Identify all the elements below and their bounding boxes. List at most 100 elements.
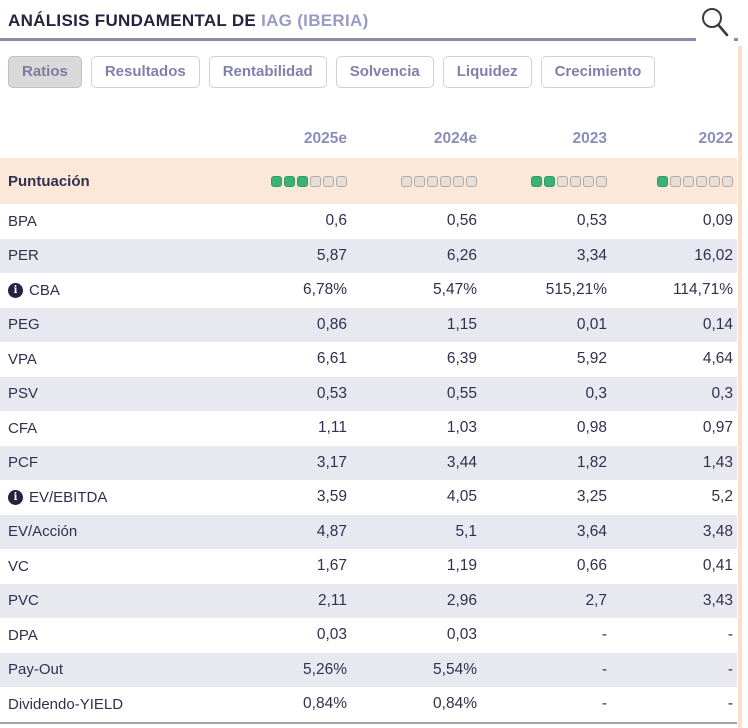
- row-label-cell: VC: [0, 558, 217, 575]
- row-label-cell: Dividendo-YIELD: [0, 696, 217, 713]
- page-header: ANÁLISIS FUNDAMENTAL DE IAG (IBERIA): [0, 0, 738, 41]
- cell-value: 0,84%: [303, 695, 347, 713]
- cell-value: 3,64: [576, 522, 607, 540]
- tab-solvencia[interactable]: Solvencia: [335, 56, 434, 88]
- score-indicator-2023: [477, 175, 607, 187]
- score-square-filled: [271, 175, 282, 187]
- score-square-empty: [709, 175, 720, 187]
- row-label: PER: [8, 247, 39, 265]
- row-label: BPA: [8, 212, 37, 230]
- cell-value: 0,03: [316, 626, 347, 644]
- cell-value: 515,21%: [545, 281, 607, 299]
- table-row: PER 5,87 6,26 3,34 16,02: [0, 238, 737, 273]
- score-square-filled: [544, 175, 555, 187]
- cell-value: 6,26: [446, 246, 477, 264]
- cell-value: 6,61: [316, 350, 347, 368]
- cell-value: 3,34: [576, 246, 607, 264]
- cell-value: 0,84%: [433, 695, 477, 713]
- table-row: PVC 2,11 2,96 2,7 3,43: [0, 583, 737, 618]
- row-label-cell: Pay-Out: [0, 661, 217, 678]
- cell-value: 3,25: [576, 488, 607, 506]
- row-label-cell: i EV/EBITDA: [0, 489, 217, 506]
- cell-value: 0,53: [576, 212, 607, 230]
- row-label: CBA: [29, 281, 60, 299]
- cell-value: 2,11: [317, 591, 347, 609]
- row-label: Dividendo-YIELD: [8, 695, 124, 713]
- cell-value: 2,7: [585, 591, 607, 609]
- cell-value: 0,55: [446, 384, 477, 402]
- score-square-empty: [696, 175, 707, 187]
- row-label: Pay-Out: [8, 661, 64, 679]
- row-label: PVC: [8, 592, 39, 610]
- score-row: Puntuación: [0, 158, 737, 204]
- cell-value: -: [601, 660, 607, 678]
- column-header-year: 2022: [698, 130, 733, 147]
- cell-value: 3,44: [446, 453, 477, 471]
- table-header-row: 2025e 2024e 2023 2022: [0, 115, 737, 158]
- ratios-table: 2025e 2024e 2023 2022 Puntuación BPA 0,6 0,56 0,…: [0, 115, 737, 724]
- cell-value: -: [727, 695, 733, 713]
- cell-value: 5,2: [711, 488, 733, 506]
- score-indicator-2024e: [347, 175, 477, 187]
- cell-value: -: [601, 695, 607, 713]
- cell-value: 5,92: [576, 350, 607, 368]
- score-square-empty: [596, 175, 607, 187]
- cell-value: 1,19: [446, 557, 477, 575]
- score-indicator-2025e: [217, 175, 347, 187]
- score-square-filled: [297, 175, 308, 187]
- score-square-empty: [670, 175, 681, 187]
- score-square-empty: [427, 175, 438, 187]
- table-row: Dividendo-YIELD 0,84% 0,84% - -: [0, 687, 737, 722]
- cell-value: 4,05: [446, 488, 477, 506]
- cell-value: 0,98: [576, 419, 607, 437]
- cell-value: 5,47%: [433, 281, 477, 299]
- cell-value: 5,1: [455, 522, 477, 540]
- cell-value: 1,43: [702, 453, 733, 471]
- tab-crecimiento[interactable]: Crecimiento: [540, 56, 656, 88]
- tab-ratios[interactable]: Ratios: [8, 56, 82, 88]
- row-label-cell: PCF: [0, 454, 217, 471]
- row-label-cell: CFA: [0, 420, 217, 437]
- cell-value: 0,03: [446, 626, 477, 644]
- page-title: ANÁLISIS FUNDAMENTAL DE IAG (IBERIA): [8, 9, 369, 33]
- cell-value: 0,41: [702, 557, 733, 575]
- score-square-filled: [284, 175, 295, 187]
- search-icon[interactable]: [696, 3, 734, 41]
- table-row: PEG 0,86 1,15 0,01 0,14: [0, 307, 737, 342]
- row-label: PSV: [8, 385, 39, 403]
- cell-value: 3,48: [702, 522, 733, 540]
- column-header-year: 2023: [572, 130, 607, 147]
- table-row: PSV 0,53 0,55 0,3 0,3: [0, 376, 737, 411]
- row-label: PEG: [8, 316, 40, 334]
- score-row-label: Puntuación: [8, 172, 90, 190]
- tab-bar: Ratios Resultados Rentabilidad Solvencia Liq…: [0, 56, 748, 88]
- info-icon[interactable]: i: [8, 282, 23, 298]
- cell-value: 0,97: [702, 419, 733, 437]
- cell-value: 2,96: [446, 591, 477, 609]
- row-label-cell: PVC: [0, 592, 217, 609]
- cell-value: 0,01: [576, 315, 607, 333]
- table-row: CFA 1,11 1,03 0,98 0,97: [0, 411, 737, 446]
- table-row: BPA 0,6 0,56 0,53 0,09: [0, 204, 737, 239]
- tab-rentabilidad[interactable]: Rentabilidad: [208, 56, 327, 88]
- cell-value: 4,64: [702, 350, 733, 368]
- cell-value: 4,87: [316, 522, 347, 540]
- cell-value: 1,15: [446, 315, 477, 333]
- score-square-empty: [336, 175, 347, 187]
- score-square-empty: [414, 175, 425, 187]
- cell-value: -: [727, 660, 733, 678]
- cell-value: 3,17: [316, 453, 347, 471]
- score-square-empty: [440, 175, 451, 187]
- row-label: EV/EBITDA: [29, 488, 108, 506]
- cell-value: 5,54%: [433, 660, 477, 678]
- table-row: EV/Acción 4,87 5,1 3,64 3,48: [0, 514, 737, 549]
- row-label-cell: EV/Acción: [0, 523, 217, 540]
- tab-resultados[interactable]: Resultados: [90, 56, 200, 88]
- tab-liquidez[interactable]: Liquidez: [442, 56, 532, 88]
- title-prefix: ANÁLISIS FUNDAMENTAL DE: [8, 11, 262, 30]
- info-icon[interactable]: i: [8, 489, 23, 505]
- cell-value: 0,86: [316, 315, 347, 333]
- cell-value: 1,82: [576, 453, 607, 471]
- score-square-empty: [323, 175, 334, 187]
